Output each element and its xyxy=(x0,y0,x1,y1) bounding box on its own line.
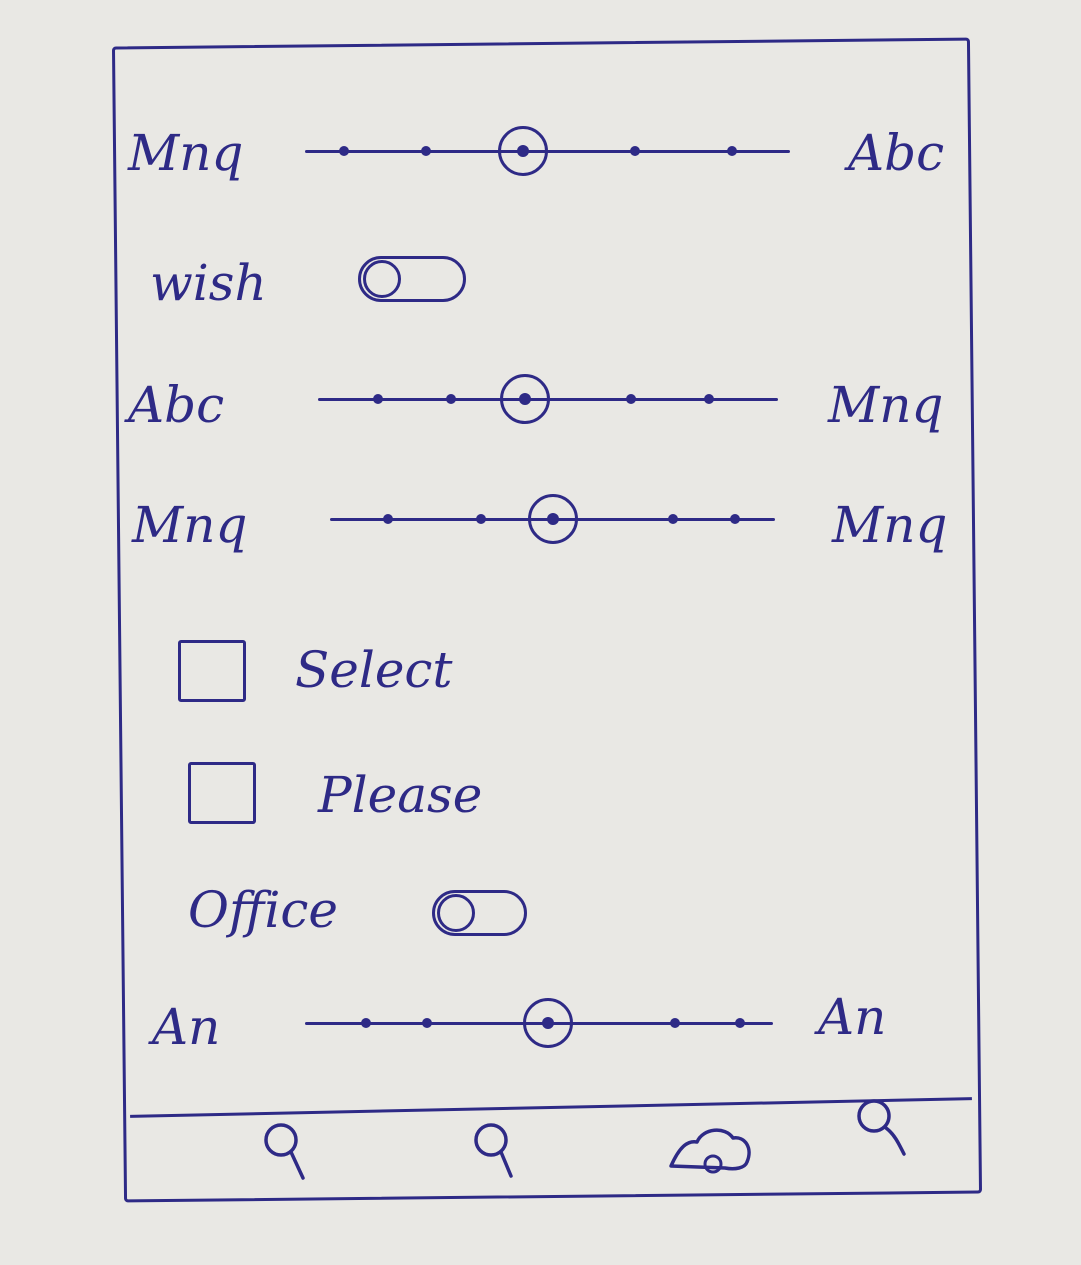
slider-3[interactable] xyxy=(330,490,775,550)
office-toggle-knob xyxy=(437,894,475,932)
bottom-nav-bar xyxy=(130,1088,972,1188)
slider-1-left-label: Mnq xyxy=(128,124,244,182)
slider-tick xyxy=(338,146,349,156)
search-icon-svg xyxy=(264,1123,305,1180)
please-checkbox[interactable] xyxy=(188,762,256,824)
wish-toggle-label: wish xyxy=(150,254,267,312)
slider-2[interactable] xyxy=(318,370,778,430)
office-toggle[interactable] xyxy=(432,890,527,936)
slider-tick xyxy=(372,394,383,404)
slider-4[interactable] xyxy=(305,994,773,1054)
slider-2-left-label: Abc xyxy=(128,376,225,434)
slider-thumb[interactable] xyxy=(523,998,574,1048)
slider-tick xyxy=(476,514,487,524)
slider-4-right-label: An xyxy=(818,988,887,1046)
cloud-icon-svg xyxy=(669,1128,751,1174)
slider-3-left-label: Mnq xyxy=(132,496,248,554)
slider-tick xyxy=(669,1018,680,1028)
slider-tick xyxy=(667,514,678,524)
slider-tick xyxy=(625,394,636,404)
slider-tick xyxy=(726,146,737,156)
slider-tick xyxy=(704,394,714,404)
please-checkbox-label: Please xyxy=(318,766,483,824)
slider-tick xyxy=(360,1018,371,1028)
bottom-nav-divider xyxy=(130,1097,972,1118)
search-icon[interactable] xyxy=(848,1094,908,1158)
slider-thumb[interactable] xyxy=(498,126,549,176)
slider-1-right-label: Abc xyxy=(848,124,945,182)
slider-tick xyxy=(729,514,740,524)
slider-tick xyxy=(421,146,432,156)
slider-tick xyxy=(629,146,640,156)
search-icon[interactable] xyxy=(255,1118,315,1182)
slider-tick xyxy=(735,1018,746,1028)
cloud-icon[interactable] xyxy=(665,1118,755,1182)
search-icon-svg xyxy=(857,1099,906,1156)
slider-tick xyxy=(446,394,457,404)
slider-2-right-label: Mnq xyxy=(828,376,944,434)
search-icon-svg xyxy=(474,1123,513,1178)
search-icon[interactable] xyxy=(465,1118,525,1182)
slider-4-left-label: An xyxy=(152,998,221,1056)
slider-thumb[interactable] xyxy=(500,374,550,424)
office-toggle-label: Office xyxy=(188,881,338,939)
wish-toggle[interactable] xyxy=(358,256,466,302)
slider-thumb[interactable] xyxy=(527,494,578,544)
slider-tick xyxy=(382,514,393,524)
wish-toggle-knob xyxy=(363,260,401,298)
slider-tick xyxy=(421,1018,432,1028)
select-checkbox-label: Select xyxy=(295,641,453,699)
slider-1[interactable] xyxy=(305,122,790,182)
slider-3-right-label: Mnq xyxy=(832,496,948,554)
select-checkbox[interactable] xyxy=(178,640,246,702)
